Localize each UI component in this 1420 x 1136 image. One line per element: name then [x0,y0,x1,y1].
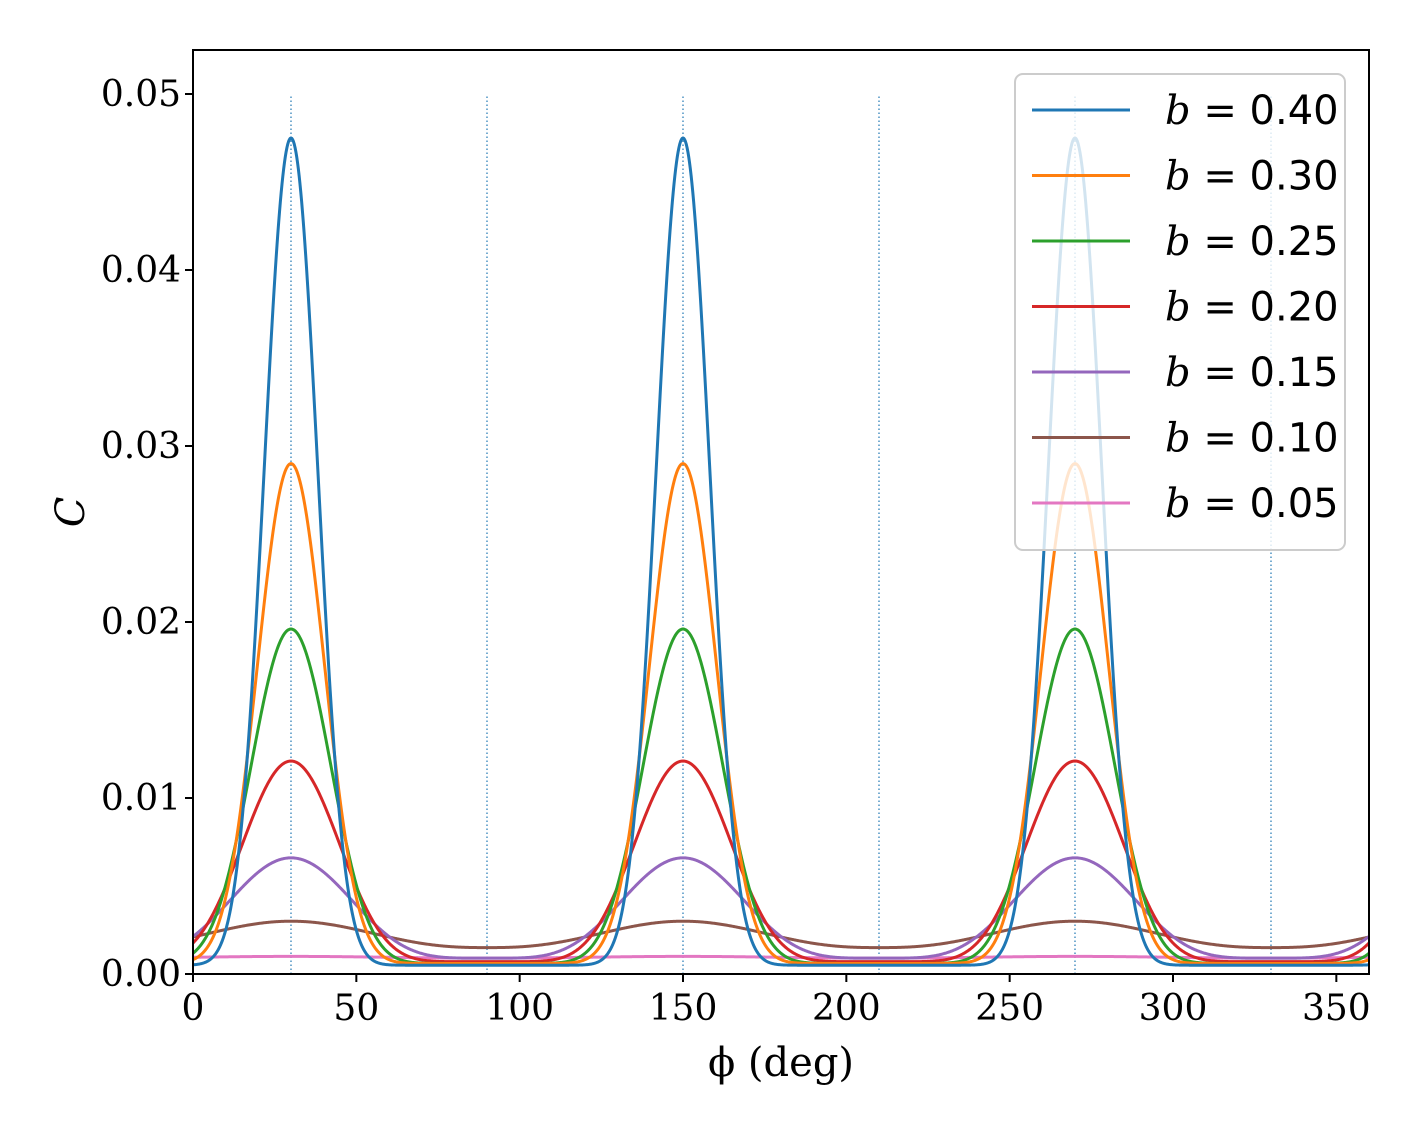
x-axis: 0 50 100 150 200 250 300 350 [182,974,1371,1029]
y-tick-label: 0.04 [101,250,181,291]
legend-entry: b = 0.15 [1165,350,1339,396]
legend-entry: b = 0.05 [1165,481,1339,527]
x-tick-label: 200 [812,988,881,1029]
y-axis: 0.00 0.01 0.02 0.03 0.04 0.05 [101,74,193,995]
x-tick-label: 0 [182,988,205,1029]
y-tick-label: 0.03 [101,426,181,467]
x-tick-label: 50 [333,988,379,1029]
legend-entry: b = 0.20 [1165,285,1339,331]
plot-frame [192,49,1370,975]
x-tick-label: 150 [649,988,718,1029]
y-tick-label: 0.05 [101,74,181,115]
series-line-b-0.25 [192,627,1370,965]
legend-entry: b = 0.40 [1165,88,1339,134]
series-line-b-0.05 [192,954,1370,960]
y-tick-label: 0.02 [101,602,181,643]
y-tick-label: 0.00 [101,954,181,995]
legend: b = 0.40 b = 0.30 b = 0.25 b = 0.20 b = 0.15… [1014,73,1346,551]
y-tick-label: 0.01 [101,778,181,819]
x-tick-label: 300 [1139,988,1208,1029]
x-tick-label: 100 [485,988,554,1029]
x-tick-label: 350 [1302,988,1371,1029]
series-line-b-0.30 [192,462,1370,965]
x-tick-label: 250 [975,988,1044,1029]
legend-box [1014,73,1346,551]
legend-entry: b = 0.30 [1165,154,1339,200]
x-axis-label: ϕ (deg) [708,1040,854,1086]
legend-entry: b = 0.25 [1165,219,1339,265]
legend-entry: b = 0.10 [1165,416,1339,462]
series-line-b-0.40 [192,136,1370,967]
series-line-b-0.20 [191,759,1371,964]
y-axis-label: C [48,497,94,528]
series-layer [191,136,1371,967]
series-line-b-0.15 [192,856,1370,960]
